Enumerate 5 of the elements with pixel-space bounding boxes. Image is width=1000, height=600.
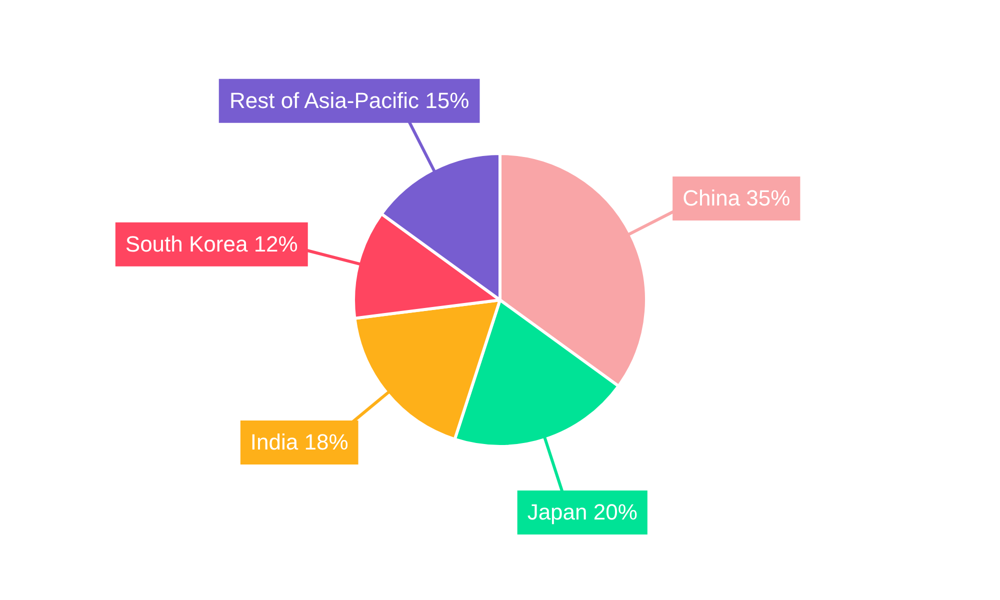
slice-label: Rest of Asia-Pacific 15% [229, 88, 470, 113]
slice-label: China 35% [682, 186, 790, 211]
slice-label: India 18% [250, 430, 348, 455]
slice-label: Japan 20% [527, 500, 638, 525]
slice-label: South Korea 12% [125, 231, 298, 256]
